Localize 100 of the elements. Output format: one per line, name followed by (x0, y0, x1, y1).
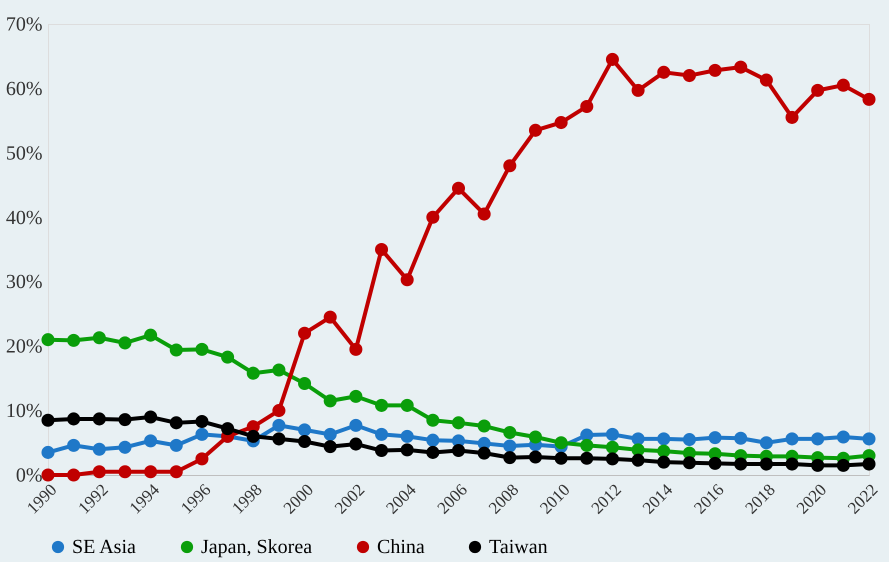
point (426, 210, 440, 224)
point (400, 443, 414, 456)
point (452, 182, 466, 195)
point (862, 458, 876, 471)
point (221, 422, 234, 436)
point (657, 456, 670, 469)
point (503, 440, 516, 453)
point (682, 69, 696, 82)
point (682, 456, 696, 470)
point (324, 310, 337, 324)
point (400, 430, 414, 443)
legend-label: Japan, Skorea (201, 536, 312, 558)
legend-label: Taiwan (489, 536, 548, 558)
point (734, 458, 748, 471)
point (426, 434, 440, 447)
point (862, 92, 876, 106)
point (528, 124, 542, 137)
point (41, 446, 55, 459)
point (657, 444, 670, 458)
point (478, 420, 491, 433)
point (760, 458, 773, 471)
point (811, 458, 824, 472)
point (811, 84, 824, 97)
point (580, 452, 594, 465)
point (349, 342, 362, 356)
legend-label: China (377, 536, 425, 558)
point (67, 438, 80, 452)
point (554, 452, 568, 465)
point (426, 446, 440, 459)
point (478, 208, 491, 221)
point (657, 432, 670, 446)
point (92, 412, 106, 426)
point (272, 363, 286, 376)
point (324, 440, 337, 454)
point (67, 468, 80, 482)
point (170, 438, 183, 452)
point (170, 344, 183, 357)
point (349, 390, 362, 403)
point (195, 415, 208, 428)
point (632, 454, 645, 467)
point (452, 444, 466, 458)
point (41, 468, 55, 482)
point (836, 430, 850, 444)
point (836, 458, 850, 472)
point (246, 366, 260, 380)
point (272, 432, 286, 446)
y-tick-label: 20% (6, 336, 42, 358)
point (760, 74, 773, 87)
point (606, 428, 619, 441)
point (606, 440, 619, 454)
point (632, 84, 645, 97)
y-tick-label: 30% (6, 271, 42, 294)
legend-label: SE Asia (72, 536, 136, 558)
point (170, 465, 183, 478)
point (221, 350, 234, 364)
point (144, 328, 158, 342)
point (657, 66, 670, 79)
point (298, 377, 312, 390)
point (528, 430, 542, 444)
point (734, 432, 748, 445)
point (349, 438, 362, 451)
point (375, 444, 388, 458)
point (118, 440, 132, 454)
point (92, 442, 106, 456)
point (144, 434, 158, 448)
point (298, 326, 312, 340)
point (349, 418, 362, 432)
point (375, 242, 388, 256)
point (67, 412, 80, 426)
point (298, 423, 312, 436)
point (400, 273, 414, 286)
point (836, 78, 850, 92)
point (632, 432, 645, 446)
y-tick-label: 0% (16, 464, 42, 486)
point (118, 336, 132, 350)
point (324, 394, 337, 408)
y-tick-label: 40% (6, 206, 42, 229)
point (426, 414, 440, 427)
point (786, 110, 799, 124)
point (195, 342, 208, 356)
point (92, 331, 106, 344)
point (554, 436, 568, 450)
point (375, 398, 388, 412)
point (606, 52, 619, 66)
point (144, 465, 158, 478)
point (298, 434, 312, 448)
point (195, 428, 208, 441)
point (503, 426, 516, 439)
point (708, 64, 722, 77)
point (528, 450, 542, 464)
point (41, 414, 55, 427)
point (41, 333, 55, 346)
y-tick-label: 70% (6, 14, 42, 36)
point (760, 436, 773, 450)
point (503, 451, 516, 464)
point (554, 116, 568, 130)
point (375, 428, 388, 441)
point (170, 416, 183, 430)
point (786, 432, 799, 446)
point (580, 100, 594, 113)
